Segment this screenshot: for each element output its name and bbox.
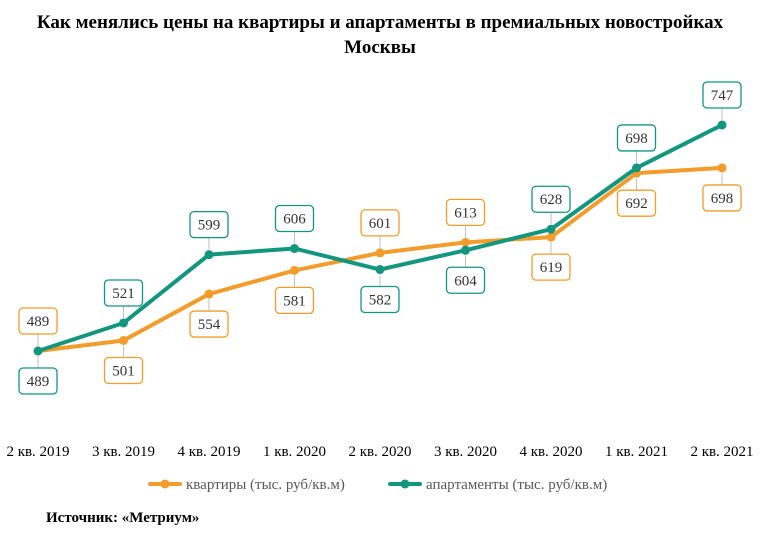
data-label-box <box>274 286 315 315</box>
data-point <box>717 163 727 173</box>
data-label-text: 698 <box>625 131 648 147</box>
data-label-box <box>616 124 657 152</box>
data-label-box <box>360 285 400 314</box>
data-label-box <box>616 189 657 217</box>
x-tick-label: 3 кв. 2019 <box>92 444 155 460</box>
data-label: 599 <box>189 210 229 250</box>
data-label: 489 <box>18 356 58 395</box>
data-label: 489 <box>18 307 58 346</box>
data-label: 554 <box>189 299 229 338</box>
data-label-box <box>702 81 742 109</box>
data-point <box>375 248 385 258</box>
data-label-text: 692 <box>625 196 648 212</box>
x-tick-label: 4 кв. 2020 <box>519 444 582 460</box>
x-tick-label: 1 кв. 2020 <box>263 444 326 460</box>
data-label-text: 582 <box>369 293 392 309</box>
data-label: 628 <box>531 185 571 225</box>
data-label-box <box>531 253 571 281</box>
data-point <box>375 265 385 275</box>
data-point <box>33 346 43 356</box>
data-label-text: 601 <box>369 216 392 232</box>
source-note: Источник: «Метриум» <box>46 510 200 526</box>
data-label-box <box>360 209 400 237</box>
x-tick-label: 2 кв. 2020 <box>348 444 411 460</box>
legend-swatch-marker <box>160 479 170 489</box>
data-point <box>119 318 128 328</box>
data-label-box <box>18 307 58 335</box>
data-label-box <box>445 266 486 294</box>
data-label: 501 <box>103 345 144 385</box>
data-label-text: 599 <box>198 218 221 234</box>
data-label-text: 581 <box>283 293 306 309</box>
data-label-text: 619 <box>540 260 563 276</box>
data-label-text: 521 <box>112 286 135 302</box>
chart-title: Как менялись цены на квартиры и апартаме… <box>36 12 724 58</box>
data-label-text: 606 <box>283 212 306 228</box>
x-tick-label: 4 кв. 2019 <box>177 444 240 460</box>
data-label: 747 <box>702 81 742 120</box>
legend-swatch-marker <box>400 479 410 489</box>
data-point <box>546 224 556 234</box>
data-label-text: 628 <box>540 192 563 208</box>
x-tick-label: 1 кв. 2021 <box>605 444 668 460</box>
data-point <box>461 245 470 255</box>
data-point <box>461 237 470 247</box>
data-point <box>717 120 727 130</box>
data-label: 601 <box>360 209 400 248</box>
data-label: 521 <box>103 279 144 318</box>
data-label-box <box>702 184 742 212</box>
data-label-box <box>189 210 229 239</box>
legend-label: апартаменты (тыс. руб/кв.м) <box>426 477 607 493</box>
data-point <box>290 265 299 275</box>
x-tick-label: 2 кв. 2019 <box>6 444 69 460</box>
data-point <box>204 289 214 299</box>
data-label: 613 <box>445 198 486 238</box>
data-label-box <box>103 356 144 385</box>
data-label-text: 554 <box>198 317 221 333</box>
data-label: 581 <box>274 275 315 315</box>
data-point <box>546 232 556 242</box>
data-label-text: 501 <box>112 363 135 379</box>
data-label: 606 <box>274 204 315 244</box>
legend-label: квартиры (тыс. руб/кв.м) <box>186 477 345 493</box>
x-tick-label: 2 кв. 2021 <box>690 444 753 460</box>
data-label-text: 613 <box>454 205 477 221</box>
data-label-text: 698 <box>711 191 734 207</box>
data-label-box <box>18 367 58 395</box>
data-label-box <box>103 279 144 307</box>
x-tick-label: 3 кв. 2020 <box>434 444 497 460</box>
data-point <box>632 163 641 173</box>
data-label-box <box>531 185 571 213</box>
data-label: 692 <box>616 178 657 217</box>
data-label-box <box>445 198 486 227</box>
data-label-text: 489 <box>27 374 50 390</box>
data-label-text: 604 <box>454 273 477 289</box>
data-label: 698 <box>702 172 742 212</box>
data-label-text: 747 <box>711 88 734 104</box>
data-point <box>119 335 128 345</box>
data-point <box>204 250 214 260</box>
data-label: 604 <box>445 255 486 294</box>
data-label: 619 <box>531 242 571 281</box>
data-label-box <box>274 204 315 233</box>
data-label-text: 489 <box>27 314 50 330</box>
data-label-box <box>189 310 229 338</box>
data-label: 698 <box>616 124 657 163</box>
data-label: 582 <box>360 274 400 314</box>
data-point <box>290 244 299 254</box>
